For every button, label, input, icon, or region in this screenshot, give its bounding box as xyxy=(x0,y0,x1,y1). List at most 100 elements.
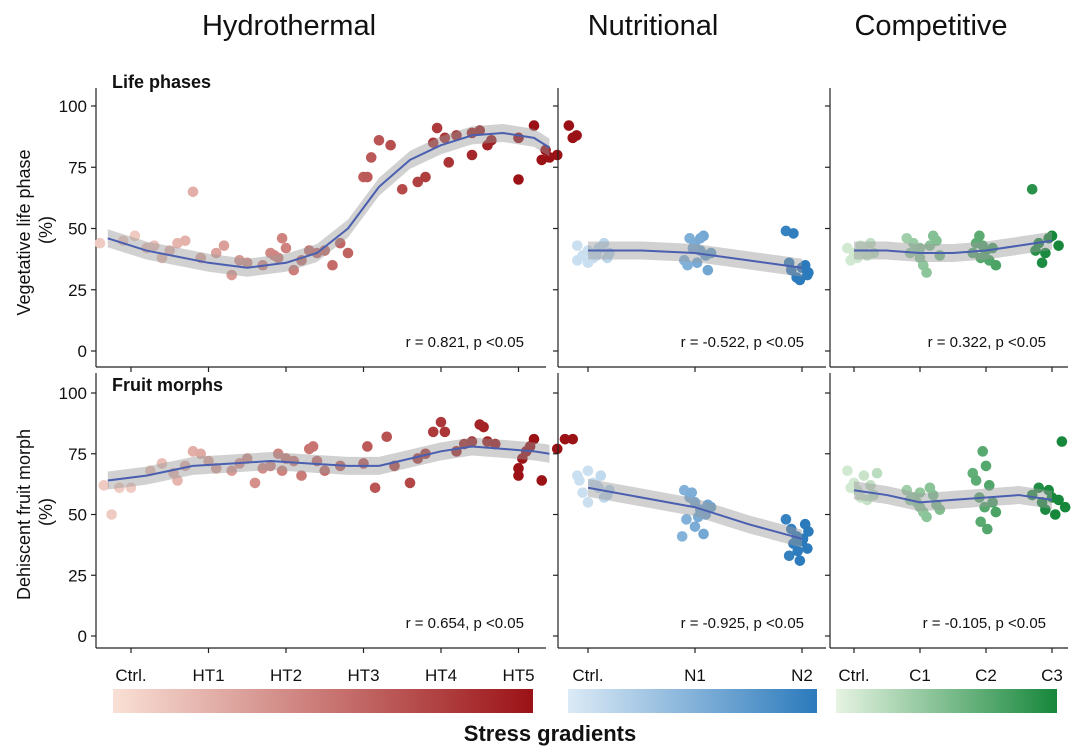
data-point xyxy=(1053,494,1064,506)
x-tick-label: N1 xyxy=(684,666,706,685)
data-point xyxy=(982,523,993,535)
y-axis-title-life: Vegetative life phase (%) xyxy=(14,144,56,315)
row-title-fruit-morphs: Fruit morphs xyxy=(112,375,223,395)
confidence-band xyxy=(107,437,550,490)
x-tick-label: Ctrl. xyxy=(115,666,146,685)
data-point xyxy=(156,458,168,469)
data-point xyxy=(980,460,992,472)
data-point xyxy=(106,509,117,520)
data-point xyxy=(513,174,524,185)
y-tick-label: 0 xyxy=(78,342,87,361)
data-point xyxy=(1026,184,1038,195)
data-point xyxy=(858,470,870,481)
trend-line xyxy=(107,445,550,482)
data-point xyxy=(987,497,998,508)
data-point xyxy=(334,237,346,249)
data-point xyxy=(125,482,137,494)
trend-line xyxy=(854,239,1053,254)
trend-line xyxy=(587,486,803,540)
data-point xyxy=(265,460,276,472)
data-point xyxy=(802,543,813,554)
confidence-band xyxy=(854,481,1052,512)
data-point xyxy=(914,487,926,498)
data-point xyxy=(681,514,692,525)
row-title-life-phases: Life phases xyxy=(112,72,211,92)
data-point xyxy=(427,137,439,149)
data-point xyxy=(582,497,594,508)
footer-stress-gradients: Stress gradients xyxy=(464,721,636,746)
confidence-band xyxy=(588,241,802,277)
x-tick-label: C3 xyxy=(1041,666,1063,685)
y-tick-label: 100 xyxy=(59,384,87,403)
data-point xyxy=(574,475,585,486)
data-point xyxy=(396,184,408,195)
data-point xyxy=(478,421,489,433)
data-point xyxy=(179,235,191,247)
data-point xyxy=(443,157,455,168)
data-point xyxy=(385,139,396,151)
data-point xyxy=(794,274,806,286)
gradient-bar-hydrothermal xyxy=(113,689,533,713)
stat-label: r = -0.925, p <0.05 xyxy=(681,615,804,632)
y-axis-title-life-line1: Vegetative life phase xyxy=(14,149,34,315)
y-axis-title-life-line2: (%) xyxy=(36,216,56,244)
data-point xyxy=(577,487,588,498)
data-point xyxy=(435,416,447,428)
gradient-bar-nutritional xyxy=(568,689,817,713)
panel-nutritional-life: r = -0.522, p <0.05 xyxy=(553,88,826,372)
data-point xyxy=(420,171,431,183)
data-point xyxy=(172,475,183,486)
y-tick-label: 0 xyxy=(78,627,87,646)
data-point xyxy=(1053,240,1064,251)
data-point xyxy=(203,455,214,467)
y-axis-title-fruit: Dehiscent fruit morph (%) xyxy=(14,424,56,600)
data-point xyxy=(1040,504,1051,515)
data-point xyxy=(369,482,381,494)
data-point xyxy=(970,475,982,486)
data-point xyxy=(241,257,253,269)
data-point xyxy=(792,545,804,557)
data-point xyxy=(513,463,524,474)
data-point xyxy=(474,125,486,136)
y-tick-label: 25 xyxy=(68,566,87,585)
data-point xyxy=(381,431,393,443)
trend-line xyxy=(107,131,551,269)
panel-hydrothermal-fruit: 0 25 50 75 100 Ctrl. HT1 HT2 HT3 HT4 HT5 r = 0.654,… xyxy=(59,373,579,685)
data-point xyxy=(788,228,799,239)
data-point xyxy=(280,242,292,254)
data-point xyxy=(689,521,701,532)
data-point xyxy=(272,448,284,460)
panel-nutritional-fruit: Ctrl. N1 N2 r = -0.925, p <0.05 xyxy=(553,373,826,685)
x-tick-label: HT2 xyxy=(270,666,302,685)
y-axis-title-fruit-line1: Dehiscent fruit morph xyxy=(14,429,34,600)
data-point xyxy=(1046,230,1058,242)
data-point xyxy=(276,233,288,244)
panel-competitive-life: r = 0.322, p <0.05 xyxy=(825,88,1068,372)
data-point xyxy=(1050,509,1061,520)
data-point xyxy=(439,426,451,438)
data-point xyxy=(871,467,883,479)
y-tick-label: 50 xyxy=(68,506,87,525)
data-point xyxy=(269,250,280,261)
data-point xyxy=(296,470,307,481)
panel-hydrothermal-life: 0 25 50 75 100 r = 0.821, p <0.05 xyxy=(59,88,582,372)
y-tick-label: 25 xyxy=(68,281,87,300)
confidence-band xyxy=(588,478,802,548)
data-point xyxy=(288,264,300,276)
x-tick-label: C1 xyxy=(909,666,931,685)
data-point xyxy=(927,489,939,501)
data-point xyxy=(563,120,575,131)
data-point xyxy=(691,257,703,269)
data-point xyxy=(921,511,932,523)
data-point xyxy=(687,242,699,254)
data-point xyxy=(931,235,942,247)
data-point xyxy=(1059,501,1071,513)
data-point xyxy=(362,441,373,452)
data-point xyxy=(797,533,809,545)
data-point xyxy=(682,259,693,271)
data-point xyxy=(373,135,385,146)
data-point xyxy=(990,506,1002,518)
data-point xyxy=(226,269,238,281)
group-title-nutritional: Nutritional xyxy=(588,10,719,42)
